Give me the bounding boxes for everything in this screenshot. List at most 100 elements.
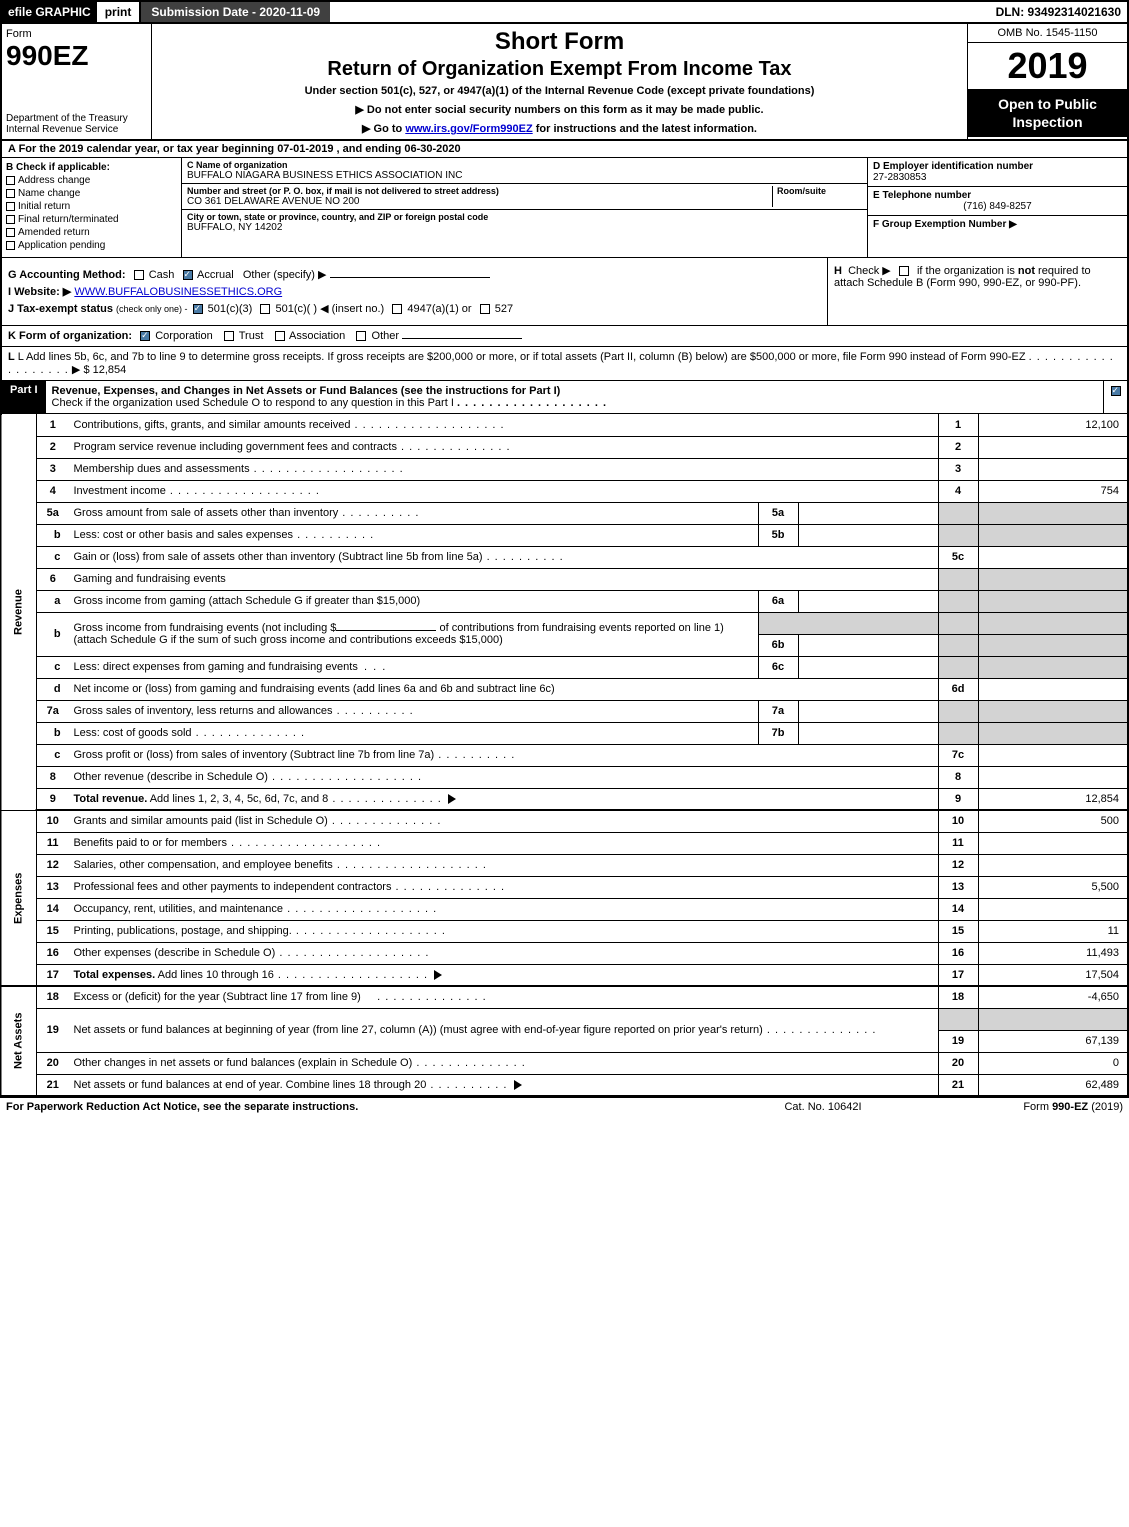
row-6a: a Gross income from gaming (attach Sched…	[1, 590, 1128, 612]
ln17-val: 17,504	[978, 964, 1128, 986]
ln6a-desc: Gross income from gaming (attach Schedul…	[69, 590, 759, 612]
org-city: BUFFALO, NY 14202	[187, 222, 862, 233]
chk-h[interactable]	[899, 266, 909, 276]
col-d-ids: D Employer identification number 27-2830…	[867, 158, 1127, 257]
arrow-icon	[514, 1080, 522, 1090]
ln6b-rn-shade	[938, 612, 978, 634]
ln5b-val-shade	[978, 524, 1128, 546]
ln6c-num: c	[37, 656, 69, 678]
website-link[interactable]: WWW.BUFFALOBUSINESSETHICS.ORG	[74, 286, 282, 298]
g-accrual: Accrual	[197, 269, 234, 281]
ln6d-num: d	[37, 678, 69, 700]
row-k: K Form of organization: Corporation Trus…	[0, 326, 1129, 347]
ln19-rn-shade	[938, 1008, 978, 1030]
j-501c: 501(c)( ) ◀ (insert no.)	[275, 303, 384, 315]
row-16: 16 Other expenses (describe in Schedule …	[1, 942, 1128, 964]
row-6: 6 Gaming and fundraising events	[1, 568, 1128, 590]
ln19-val: 67,139	[978, 1030, 1128, 1052]
ln5c-desc: Gain or (loss) from sale of assets other…	[69, 546, 939, 568]
side-netassets: Net Assets	[1, 986, 37, 1096]
k-corp: Corporation	[155, 330, 212, 342]
chk-final-return[interactable]: Final return/terminated	[6, 214, 177, 225]
ln6-val-shade	[978, 568, 1128, 590]
k-other: Other	[372, 330, 400, 342]
form-word: Form	[6, 28, 147, 40]
irs-link[interactable]: www.irs.gov/Form990EZ	[405, 123, 532, 135]
row-1: Revenue 1 Contributions, gifts, grants, …	[1, 414, 1128, 436]
open-to-public: Open to Public Inspection	[968, 89, 1127, 137]
ln4-num: 4	[37, 480, 69, 502]
ln11-desc: Benefits paid to or for members	[69, 832, 939, 854]
d-tel-row: E Telephone number (716) 849-8257	[868, 187, 1127, 216]
footer-form-num: 990-EZ	[1052, 1101, 1088, 1113]
ln14-val	[978, 898, 1128, 920]
chk-4947[interactable]	[392, 304, 402, 314]
ln6b-shade1	[758, 612, 798, 634]
ln12-rn: 12	[938, 854, 978, 876]
ln7b-rn-shade	[938, 722, 978, 744]
title-return: Return of Organization Exempt From Incom…	[160, 58, 959, 81]
top-bar: efile GRAPHIC print Submission Date - 20…	[0, 0, 1129, 24]
print-button[interactable]: print	[97, 2, 142, 22]
chk-initial-return[interactable]: Initial return	[6, 201, 177, 212]
chk-address-change[interactable]: Address change	[6, 175, 177, 186]
ln15-desc: Printing, publications, postage, and shi…	[69, 920, 939, 942]
part1-table: Revenue 1 Contributions, gifts, grants, …	[0, 414, 1129, 1097]
ln5a-num: 5a	[37, 502, 69, 524]
ln7b-iv	[798, 722, 938, 744]
ln6c-val-shade	[978, 656, 1128, 678]
chk-amended-return[interactable]: Amended return	[6, 227, 177, 238]
ln3-val	[978, 458, 1128, 480]
l-amount: $ 12,854	[83, 364, 126, 376]
ln20-desc: Other changes in net assets or fund bala…	[69, 1052, 939, 1074]
ln6b-blank[interactable]	[336, 630, 436, 631]
chk-part1-schedule-o[interactable]	[1111, 386, 1121, 396]
ln4-rn: 4	[938, 480, 978, 502]
ein-label: D Employer identification number	[873, 161, 1122, 172]
g-other-blank[interactable]	[330, 277, 490, 278]
ln6-rn-shade	[938, 568, 978, 590]
part1-desc: Revenue, Expenses, and Changes in Net As…	[46, 381, 1103, 413]
chk-cash[interactable]	[134, 270, 144, 280]
ln6a-num: a	[37, 590, 69, 612]
chk-application-pending[interactable]: Application pending	[6, 240, 177, 251]
chk-accrual[interactable]	[183, 270, 193, 280]
ln20-val: 0	[978, 1052, 1128, 1074]
ln19-num: 19	[37, 1008, 69, 1052]
d-group-row: F Group Exemption Number ▶	[868, 216, 1127, 233]
row-6b: b Gross income from fundraising events (…	[1, 612, 1128, 634]
i-label: I Website: ▶	[8, 286, 71, 298]
ln5c-rn: 5c	[938, 546, 978, 568]
ln7a-in: 7a	[758, 700, 798, 722]
chk-501c3[interactable]	[193, 304, 203, 314]
ln7a-rn-shade	[938, 700, 978, 722]
row-l: L L Add lines 5b, 6c, and 7b to line 9 t…	[0, 347, 1129, 381]
org-street: CO 361 DELAWARE AVENUE NO 200	[187, 196, 772, 207]
footer-left: For Paperwork Reduction Act Notice, see …	[6, 1101, 723, 1113]
ln6b-num: b	[37, 612, 69, 656]
ln5b-in: 5b	[758, 524, 798, 546]
line-i: I Website: ▶ WWW.BUFFALOBUSINESSETHICS.O…	[8, 285, 821, 298]
chk-trust[interactable]	[224, 331, 234, 341]
b-title: B Check if applicable:	[6, 162, 177, 173]
k-other-blank[interactable]	[402, 338, 522, 339]
k-assoc: Association	[289, 330, 345, 342]
chk-name-change[interactable]: Name change	[6, 188, 177, 199]
chk-corporation[interactable]	[140, 331, 150, 341]
ln5a-desc: Gross amount from sale of assets other t…	[69, 502, 759, 524]
ln2-val	[978, 436, 1128, 458]
chk-other-org[interactable]	[356, 331, 366, 341]
row-6d: d Net income or (loss) from gaming and f…	[1, 678, 1128, 700]
row-3: 3 Membership dues and assessments 3	[1, 458, 1128, 480]
ln9-val: 12,854	[978, 788, 1128, 810]
j-label: J Tax-exempt status	[8, 303, 113, 315]
ln5b-rn-shade	[938, 524, 978, 546]
ln14-num: 14	[37, 898, 69, 920]
chk-527[interactable]	[480, 304, 490, 314]
section-gijh: G Accounting Method: Cash Accrual Other …	[0, 258, 1129, 326]
chk-501c[interactable]	[260, 304, 270, 314]
footer-cat: Cat. No. 10642I	[723, 1101, 923, 1113]
gij-left: G Accounting Method: Cash Accrual Other …	[2, 258, 827, 325]
ln5b-iv	[798, 524, 938, 546]
chk-association[interactable]	[275, 331, 285, 341]
